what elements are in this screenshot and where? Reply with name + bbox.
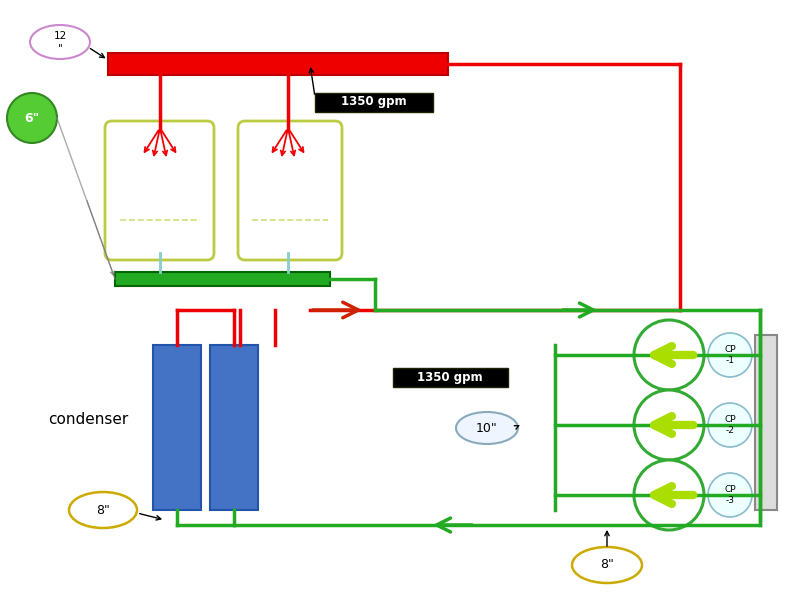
Text: 10": 10" (476, 421, 498, 434)
Text: 12
": 12 " (54, 31, 66, 53)
Text: 8": 8" (96, 503, 110, 517)
Text: CP
-1: CP -1 (724, 346, 736, 365)
FancyBboxPatch shape (393, 368, 508, 387)
Circle shape (634, 390, 704, 460)
Circle shape (7, 93, 57, 143)
FancyBboxPatch shape (153, 345, 201, 510)
Text: 8": 8" (600, 559, 614, 571)
Text: 1350 gpm: 1350 gpm (341, 95, 407, 109)
Circle shape (634, 460, 704, 530)
Ellipse shape (69, 492, 137, 528)
FancyBboxPatch shape (108, 53, 448, 75)
Ellipse shape (30, 25, 90, 59)
Text: CP
-3: CP -3 (724, 485, 736, 505)
FancyBboxPatch shape (238, 121, 342, 260)
Text: condenser: condenser (48, 413, 128, 427)
Circle shape (708, 333, 752, 377)
FancyBboxPatch shape (210, 345, 258, 510)
FancyBboxPatch shape (315, 93, 433, 112)
Ellipse shape (456, 412, 518, 444)
Ellipse shape (572, 547, 642, 583)
FancyBboxPatch shape (115, 272, 330, 286)
Circle shape (708, 403, 752, 447)
Text: 6": 6" (24, 112, 40, 124)
FancyBboxPatch shape (755, 335, 777, 510)
Text: CP
-2: CP -2 (724, 415, 736, 434)
Circle shape (634, 320, 704, 390)
FancyBboxPatch shape (105, 121, 214, 260)
Circle shape (708, 473, 752, 517)
Text: 1350 gpm: 1350 gpm (417, 370, 483, 383)
